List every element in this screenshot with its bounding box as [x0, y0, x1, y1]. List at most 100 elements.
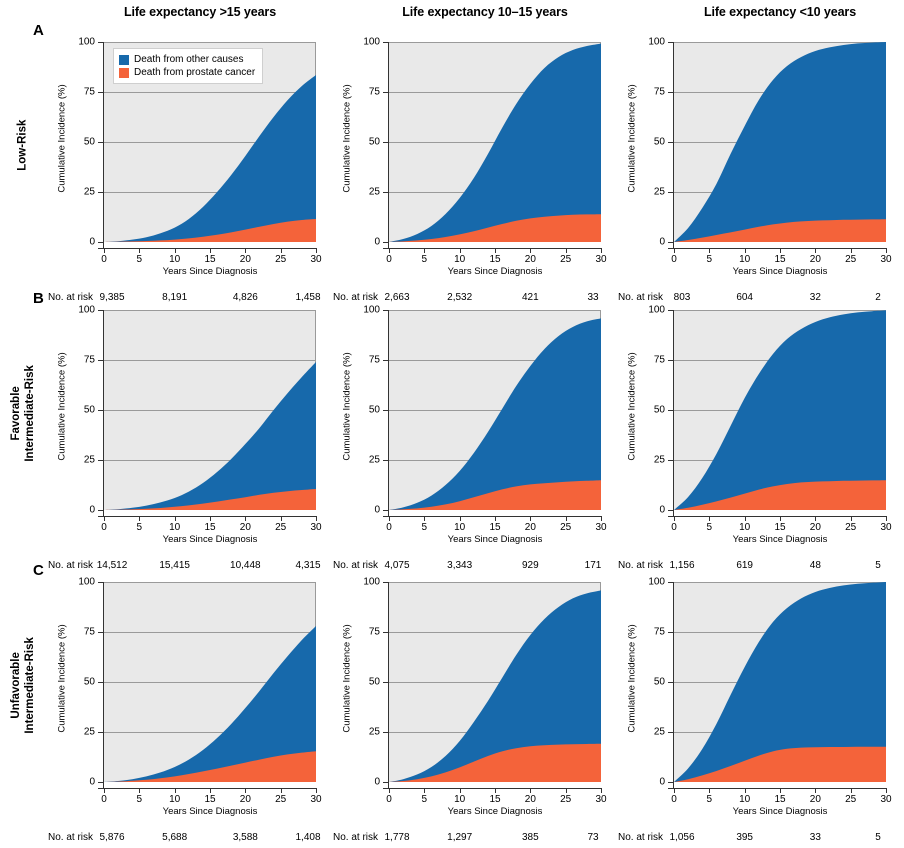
x-tick-25: [850, 516, 852, 521]
legend-item-prostate: Death from prostate cancer: [119, 66, 255, 79]
no-at-risk-row: No. at risk 5,876 5,688 3,588 1,408: [48, 832, 338, 848]
x-axis-title: Years Since Diagnosis: [162, 806, 258, 817]
y-tick-0: [383, 510, 389, 511]
x-tick-label-25: 25: [275, 522, 287, 533]
no-at-risk-value-year-20: 33: [809, 832, 821, 843]
no-at-risk-value-year-0: 4,075: [384, 560, 410, 571]
x-tick-10: [744, 516, 746, 521]
y-tick-50: [383, 142, 389, 143]
x-tick-label-20: 20: [809, 794, 821, 805]
row-label-low-risk: Low-Risk: [0, 40, 46, 250]
no-at-risk-value-year-0: 803: [673, 292, 691, 303]
y-tick-label-0: 0: [659, 776, 665, 788]
x-tick-25: [280, 248, 282, 253]
y-tick-100: [98, 582, 104, 583]
y-tick-label-50: 50: [83, 676, 95, 688]
plot-area: 0 25 50 75 100 0 5 10 15 20 25 30: [648, 305, 891, 534]
x-axis-line: [383, 248, 601, 249]
gridline-50: [104, 410, 316, 411]
y-axis-line: [388, 42, 389, 248]
y-tick-label-25: 25: [368, 726, 380, 738]
y-tick-label-100: 100: [648, 36, 665, 48]
y-tick-75: [98, 92, 104, 93]
area-death-from-prostate-cancer: [104, 219, 316, 242]
x-tick-5: [424, 248, 426, 253]
x-tick-5: [139, 516, 141, 521]
x-tick-label-20: 20: [809, 254, 821, 265]
x-tick-label-0: 0: [101, 522, 107, 533]
x-tick-5: [139, 788, 141, 793]
x-tick-5: [709, 788, 711, 793]
x-tick-30: [316, 248, 317, 253]
x-tick-label-15: 15: [489, 254, 501, 265]
y-tick-label-0: 0: [374, 776, 380, 788]
no-at-risk-row: No. at risk 803 604 32 2: [618, 292, 904, 308]
y-tick-75: [668, 632, 674, 633]
y-tick-label-0: 0: [659, 504, 665, 516]
x-tick-label-20: 20: [524, 794, 536, 805]
x-tick-25: [565, 516, 567, 521]
y-tick-100: [98, 310, 104, 311]
x-tick-label-10: 10: [739, 522, 751, 533]
row-label-text: Low-Risk: [16, 119, 29, 171]
y-axis-line: [388, 310, 389, 516]
y-tick-label-75: 75: [368, 626, 380, 638]
x-tick-10: [744, 788, 746, 793]
x-tick-label-5: 5: [706, 794, 713, 805]
gridline-25: [104, 192, 316, 193]
x-tick-15: [210, 516, 211, 521]
chart-panel-c-0: Cumulative Incidence (%) 0 25 50 75 100 0 5 10 15…: [48, 574, 338, 844]
y-tick-50: [98, 410, 104, 411]
legend: Death from other causes Death from prosta…: [113, 48, 264, 84]
y-tick-25: [668, 460, 674, 461]
no-at-risk-value-year-10: 604: [736, 292, 753, 303]
gridline-75: [389, 632, 601, 633]
area-death-from-prostate-cancer: [389, 743, 601, 782]
x-tick-label-0: 0: [671, 794, 677, 805]
x-tick-0: [389, 516, 390, 521]
x-axis-line: [98, 516, 316, 517]
column-titles: Life expectancy >15 years Life expectanc…: [0, 0, 904, 26]
x-tick-0: [674, 516, 675, 521]
y-tick-50: [383, 682, 389, 683]
y-tick-label-100: 100: [78, 304, 95, 316]
x-tick-20: [245, 248, 247, 253]
no-at-risk-row: No. at risk 2,663 2,532 421 33: [333, 292, 623, 308]
x-tick-0: [674, 788, 675, 793]
y-tick-label-25: 25: [368, 454, 380, 466]
x-tick-20: [530, 516, 532, 521]
y-tick-label-100: 100: [78, 36, 95, 48]
x-tick-15: [780, 516, 781, 521]
y-tick-50: [98, 682, 104, 683]
x-tick-label-20: 20: [524, 254, 536, 265]
x-tick-label-15: 15: [204, 794, 216, 805]
area-death-from-prostate-cancer: [674, 480, 886, 510]
area-death-from-other-causes: [104, 362, 316, 510]
x-axis-title: Years Since Diagnosis: [162, 534, 258, 545]
y-tick-50: [668, 410, 674, 411]
y-tick-label-0: 0: [659, 236, 665, 248]
y-tick-75: [383, 632, 389, 633]
panel-letter-a: A: [33, 22, 44, 39]
y-tick-label-50: 50: [653, 676, 665, 688]
y-axis-title-text: Cumulative Incidence (%): [56, 623, 68, 733]
area-death-from-prostate-cancer: [104, 751, 316, 782]
plot-area: 0 25 50 75 100 0 5 10 15 20 25 30 Death from other c…: [78, 37, 321, 266]
gridline-50: [104, 682, 316, 683]
x-tick-label-30: 30: [880, 794, 892, 805]
gridline-25: [104, 732, 316, 733]
no-at-risk-label: No. at risk: [333, 832, 379, 843]
x-tick-label-5: 5: [421, 794, 428, 805]
x-axis-line: [383, 788, 601, 789]
x-tick-20: [815, 248, 817, 253]
x-tick-label-10: 10: [454, 522, 466, 533]
y-axis-line: [673, 582, 674, 788]
y-tick-25: [98, 732, 104, 733]
y-tick-100: [668, 310, 674, 311]
area-death-from-other-causes: [104, 626, 316, 782]
no-at-risk-value-year-20: 385: [521, 832, 539, 843]
no-at-risk-value-year-30: 2: [875, 292, 881, 303]
no-at-risk-value-year-20: 10,448: [230, 560, 261, 571]
x-tick-label-25: 25: [275, 794, 287, 805]
x-tick-15: [495, 248, 496, 253]
